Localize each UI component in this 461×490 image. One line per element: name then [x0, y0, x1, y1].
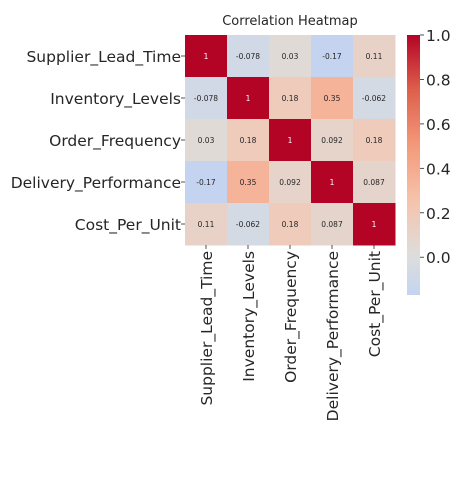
column-tick-label: Inventory_Levels	[240, 251, 259, 382]
column-tick-label: Cost_Per_Unit	[366, 251, 385, 357]
heatmap-cell	[269, 77, 312, 120]
column-tick-label: Delivery_Performance	[324, 251, 343, 421]
heatmap-cell	[227, 161, 270, 204]
heatmap-value-label: 0.11	[366, 52, 383, 61]
heatmap-value-label: 1	[246, 94, 251, 103]
row-tick-label: Cost_Per_Unit	[75, 216, 181, 235]
heatmap-cell	[311, 77, 354, 120]
heatmap-value-label: 0.35	[324, 94, 341, 103]
heatmap-value-label: 0.18	[282, 94, 299, 103]
heatmap-cell	[269, 35, 312, 78]
heatmap-value-label: 0.18	[282, 220, 299, 229]
heatmap-value-label: -0.17	[322, 52, 342, 61]
heatmap-value-label: -0.078	[194, 94, 218, 103]
heatmap-cell	[353, 203, 396, 246]
heatmap-cell	[269, 119, 312, 162]
column-tick-label: Supplier_Lead_Time	[198, 251, 217, 406]
heatmap-cell	[353, 161, 396, 204]
heatmap-cell	[311, 35, 354, 78]
heatmap-value-label: 0.087	[321, 220, 343, 229]
heatmap-value-label: 1	[330, 178, 335, 187]
heatmap-cell	[185, 35, 228, 78]
colorbar-tick-label: 0.8	[426, 71, 451, 89]
chart-title: Correlation Heatmap	[222, 14, 358, 29]
heatmap-value-label: 0.03	[198, 136, 215, 145]
colorbar: 0.0 0.2 0.4 0.6 0.8 1.0	[407, 27, 451, 295]
heatmap-cell	[185, 77, 228, 120]
colorbar-tick-label: 0.0	[426, 249, 451, 267]
heatmap-cell	[185, 203, 228, 246]
row-tick-label: Delivery_Performance	[11, 174, 181, 193]
column-tick-label: Order_Frequency	[282, 251, 301, 383]
heatmap-value-label: 0.087	[363, 178, 385, 187]
colorbar-tick-label: 1.0	[426, 27, 451, 45]
heatmap-cell	[353, 119, 396, 162]
heatmap-cell	[269, 203, 312, 246]
heatmap-cell	[353, 35, 396, 78]
heatmap-value-label: 0.11	[198, 220, 215, 229]
heatmap-value-label: 1	[204, 52, 209, 61]
heatmap-cell	[227, 35, 270, 78]
colorbar-tick-label: 0.2	[426, 205, 451, 223]
heatmap-value-label: 1	[372, 220, 377, 229]
heatmap-cell	[311, 161, 354, 204]
row-tick-label: Supplier_Lead_Time	[26, 48, 181, 67]
row-tick-labels: Supplier_Lead_Time Inventory_Levels Order_…	[11, 48, 185, 235]
heatmap-value-label: 0.35	[240, 178, 257, 187]
heatmap-cell	[185, 119, 228, 162]
heatmap-cell	[311, 119, 354, 162]
heatmap-value-label: 1	[288, 136, 293, 145]
heatmap-value-label: -0.17	[196, 178, 216, 187]
heatmap-value-labels: 1 -0.078 0.03 -0.17 0.11 -0.078 1 0.18 0.35 -0.06…	[194, 52, 386, 229]
heatmap-value-label: 0.18	[240, 136, 257, 145]
row-tick-label: Order_Frequency	[49, 132, 181, 151]
heatmap-value-label: 0.03	[282, 52, 299, 61]
heatmap-cell	[185, 161, 228, 204]
column-tick-labels: Supplier_Lead_Time Inventory_Levels Order_…	[198, 245, 385, 421]
heatmap-cell	[227, 203, 270, 246]
colorbar-tick-label: 0.4	[426, 160, 451, 178]
colorbar-tick-label: 0.6	[426, 116, 451, 134]
heatmap-cell	[269, 161, 312, 204]
heatmap-value-label: 0.18	[366, 136, 383, 145]
heatmap-cell	[227, 77, 270, 120]
heatmap-value-label: -0.062	[236, 220, 260, 229]
heatmap-cells	[185, 35, 396, 246]
heatmap-cell	[353, 77, 396, 120]
heatmap-cell	[311, 203, 354, 246]
heatmap-value-label: 0.092	[279, 178, 301, 187]
colorbar-gradient	[407, 35, 420, 295]
row-tick-label: Inventory_Levels	[50, 90, 181, 109]
heatmap-value-label: -0.062	[362, 94, 386, 103]
heatmap-value-label: 0.092	[321, 136, 343, 145]
heatmap-cell	[227, 119, 270, 162]
heatmap-value-label: -0.078	[236, 52, 260, 61]
